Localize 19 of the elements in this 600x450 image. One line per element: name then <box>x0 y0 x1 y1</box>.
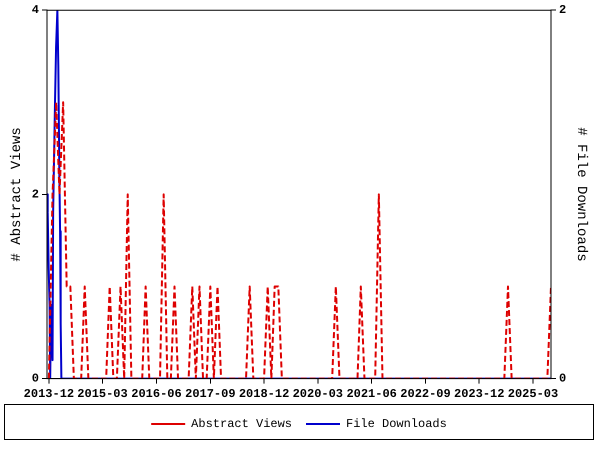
y2-axis-title: # File Downloads <box>572 127 589 262</box>
legend-label: File Downloads <box>346 417 447 432</box>
x-tick-label: 2021-06 <box>346 386 397 401</box>
x-tick-label: 2018-12 <box>238 386 290 401</box>
x-tick-label: 2020-03 <box>292 386 344 401</box>
y-tick-label: 2 <box>32 187 39 202</box>
x-tick-label: 2022-09 <box>400 386 451 401</box>
x-tick-label: 2017-09 <box>185 386 236 401</box>
x-tick-label: 2013-12 <box>24 386 74 401</box>
y-tick-label: 4 <box>32 3 39 18</box>
y-tick-label: 0 <box>32 372 39 386</box>
y-axis-title: # Abstract Views <box>9 127 26 262</box>
x-tick-label: 2015-03 <box>77 386 128 401</box>
y2-tick-label: 2 <box>559 3 566 18</box>
x-tick-label: 2025-03 <box>508 386 558 401</box>
x-tick-label: 2016-06 <box>131 386 182 401</box>
y2-tick-label: 0 <box>559 372 566 386</box>
legend-label: Abstract Views <box>191 417 292 432</box>
x-tick-label: 2023-12 <box>454 386 504 401</box>
